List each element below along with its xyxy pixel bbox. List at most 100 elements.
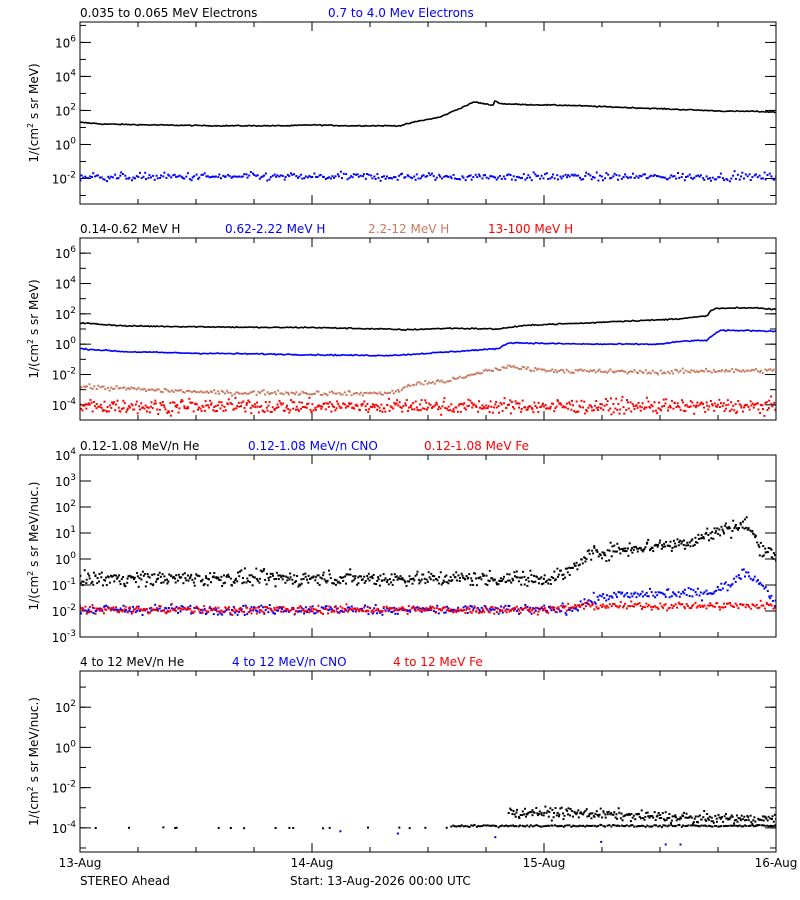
data-point xyxy=(576,604,579,607)
data-point xyxy=(497,369,500,371)
data-point xyxy=(526,605,529,608)
data-point xyxy=(737,528,740,531)
data-point xyxy=(626,372,629,375)
data-point xyxy=(318,404,321,407)
data-point xyxy=(300,582,303,585)
data-point xyxy=(404,581,407,584)
data-point xyxy=(705,607,708,610)
data-point xyxy=(434,178,437,181)
data-point xyxy=(604,825,606,828)
data-point xyxy=(403,176,406,179)
data-point xyxy=(542,582,545,585)
data-point xyxy=(253,576,256,579)
data-point xyxy=(774,554,776,557)
data-point xyxy=(534,173,537,176)
data-point xyxy=(620,548,623,550)
data-point xyxy=(642,824,645,827)
data-point xyxy=(388,608,391,611)
data-point xyxy=(466,405,469,408)
data-point xyxy=(734,368,737,371)
data-point xyxy=(553,177,556,180)
data-point xyxy=(464,611,467,614)
data-point xyxy=(774,408,776,411)
data-point xyxy=(759,818,762,821)
data-point xyxy=(128,176,131,179)
data-point xyxy=(539,177,542,180)
data-point xyxy=(569,403,572,406)
data-point xyxy=(428,381,430,384)
data-point xyxy=(284,581,287,584)
data-point xyxy=(423,577,426,580)
data-point xyxy=(683,588,686,591)
data-point xyxy=(181,400,184,403)
data-point xyxy=(414,574,417,577)
data-point xyxy=(662,592,665,595)
data-series xyxy=(80,516,776,588)
data-point xyxy=(255,578,258,580)
data-point xyxy=(687,544,690,547)
data-point xyxy=(395,402,398,405)
data-point xyxy=(148,174,151,177)
data-point xyxy=(397,388,400,391)
data-point xyxy=(125,608,128,611)
data-point xyxy=(691,538,694,541)
data-point xyxy=(675,406,678,408)
data-point xyxy=(765,817,768,820)
data-point xyxy=(505,406,508,409)
data-point xyxy=(166,582,169,585)
data-point xyxy=(562,578,565,581)
data-point xyxy=(710,820,713,823)
data-point xyxy=(130,403,133,406)
data-point xyxy=(314,579,317,582)
data-point xyxy=(87,572,90,575)
data-point xyxy=(452,824,455,827)
data-point xyxy=(640,175,643,178)
data-point xyxy=(549,607,552,610)
data-point xyxy=(474,404,477,407)
data-point xyxy=(346,573,349,576)
data-point xyxy=(266,391,269,394)
data-point xyxy=(126,581,129,584)
data-point xyxy=(680,817,683,820)
data-point xyxy=(444,575,447,578)
legend-entry: 0.62-2.22 MeV H xyxy=(225,222,325,236)
data-point xyxy=(737,825,739,828)
data-point xyxy=(605,599,608,602)
data-point xyxy=(769,597,772,600)
data-point xyxy=(716,602,719,604)
data-point xyxy=(216,410,218,412)
data-point xyxy=(696,541,699,544)
data-point xyxy=(476,607,479,610)
data-point xyxy=(450,825,453,828)
data-point xyxy=(359,391,362,394)
data-point xyxy=(667,370,670,373)
data-point xyxy=(424,380,427,382)
data-point xyxy=(266,572,268,575)
data-point xyxy=(366,403,369,405)
data-point xyxy=(746,528,749,531)
data-point xyxy=(589,605,592,608)
data-point xyxy=(684,825,687,828)
data-point xyxy=(766,369,768,372)
data-point xyxy=(299,605,302,608)
data-point xyxy=(461,574,464,577)
data-point xyxy=(170,575,173,578)
data-point xyxy=(180,605,183,608)
data-point xyxy=(724,824,727,827)
data-point xyxy=(311,176,314,178)
data-point xyxy=(325,605,328,607)
data-point xyxy=(721,587,724,590)
data-point xyxy=(107,410,110,413)
data-point xyxy=(589,812,592,815)
data-point xyxy=(92,612,95,615)
footer-spacecraft: STEREO Ahead xyxy=(80,874,170,888)
data-point xyxy=(136,572,138,575)
data-point xyxy=(673,815,676,818)
data-point xyxy=(122,399,125,402)
data-point xyxy=(707,817,709,820)
data-point xyxy=(470,824,473,827)
data-point xyxy=(532,369,535,372)
data-point xyxy=(330,403,333,406)
data-point xyxy=(328,401,331,404)
data-point xyxy=(445,407,448,410)
